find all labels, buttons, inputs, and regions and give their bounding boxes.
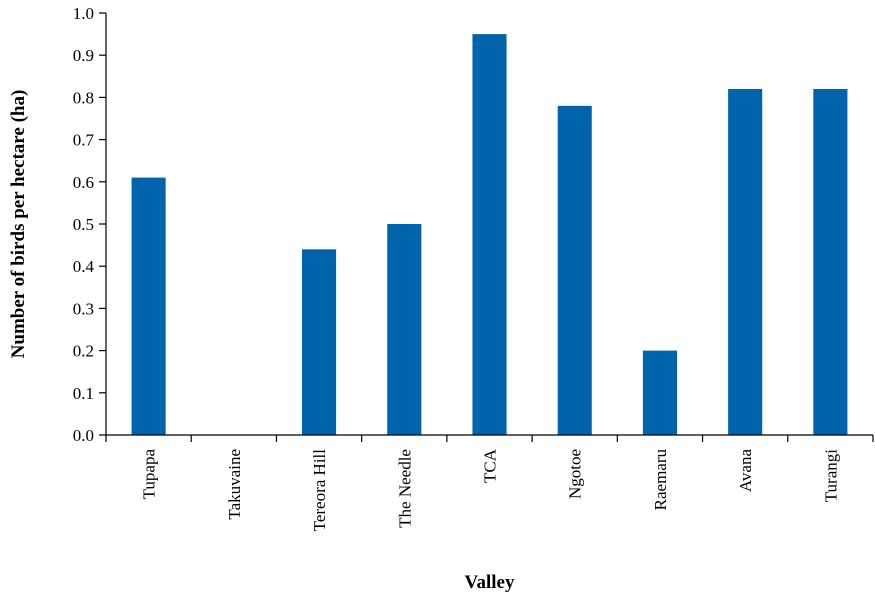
y-axis-title: Number of birds per hectare (ha) <box>8 90 29 359</box>
y-tick-label: 0.0 <box>73 426 94 445</box>
bar <box>557 105 592 435</box>
x-tick-label: The Needle <box>395 449 414 528</box>
bar <box>728 88 763 436</box>
x-tick-label: Raemaru <box>651 449 670 511</box>
x-tick-label: Avana <box>736 449 755 493</box>
y-tick-label: 0.6 <box>73 173 94 192</box>
x-tick-label: Tereora Hill <box>310 449 329 532</box>
y-tick-label: 0.5 <box>73 215 94 234</box>
y-axis-ticks: 0.0 0.1 0.2 0.3 0.4 0.5 0.6 0.7 0.8 0.9 1.0 <box>73 4 106 445</box>
bar <box>813 88 848 436</box>
y-tick-label: 0.4 <box>73 257 95 276</box>
bar <box>387 224 422 435</box>
bars <box>131 34 848 436</box>
y-tick-label: 0.8 <box>73 88 94 107</box>
bar <box>302 249 337 435</box>
x-tick-label: Takuvaine <box>225 449 244 520</box>
x-tick-label: TCA <box>481 448 500 483</box>
x-axis-title: Valley <box>465 572 515 593</box>
y-tick-label: 0.7 <box>73 131 95 150</box>
y-tick-label: 0.3 <box>73 299 94 318</box>
x-axis-ticks: Tupapa Takuvaine Tereora Hill The Needle TCA… <box>105 435 874 532</box>
y-tick-label: 0.2 <box>73 342 94 361</box>
x-tick-label: Ngotoe <box>566 449 585 499</box>
y-tick-label: 1.0 <box>73 4 94 23</box>
y-tick-label: 0.1 <box>73 384 94 403</box>
bar <box>131 177 166 435</box>
bar <box>472 34 507 435</box>
bar <box>642 350 677 435</box>
y-tick-label: 0.9 <box>73 46 94 65</box>
x-tick-label: Tupapa <box>140 449 159 500</box>
x-tick-label: Turangi <box>821 449 840 502</box>
